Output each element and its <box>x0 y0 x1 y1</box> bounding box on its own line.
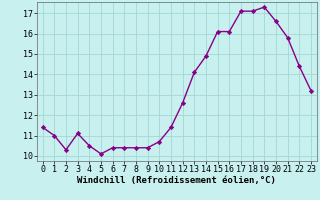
X-axis label: Windchill (Refroidissement éolien,°C): Windchill (Refroidissement éolien,°C) <box>77 176 276 185</box>
